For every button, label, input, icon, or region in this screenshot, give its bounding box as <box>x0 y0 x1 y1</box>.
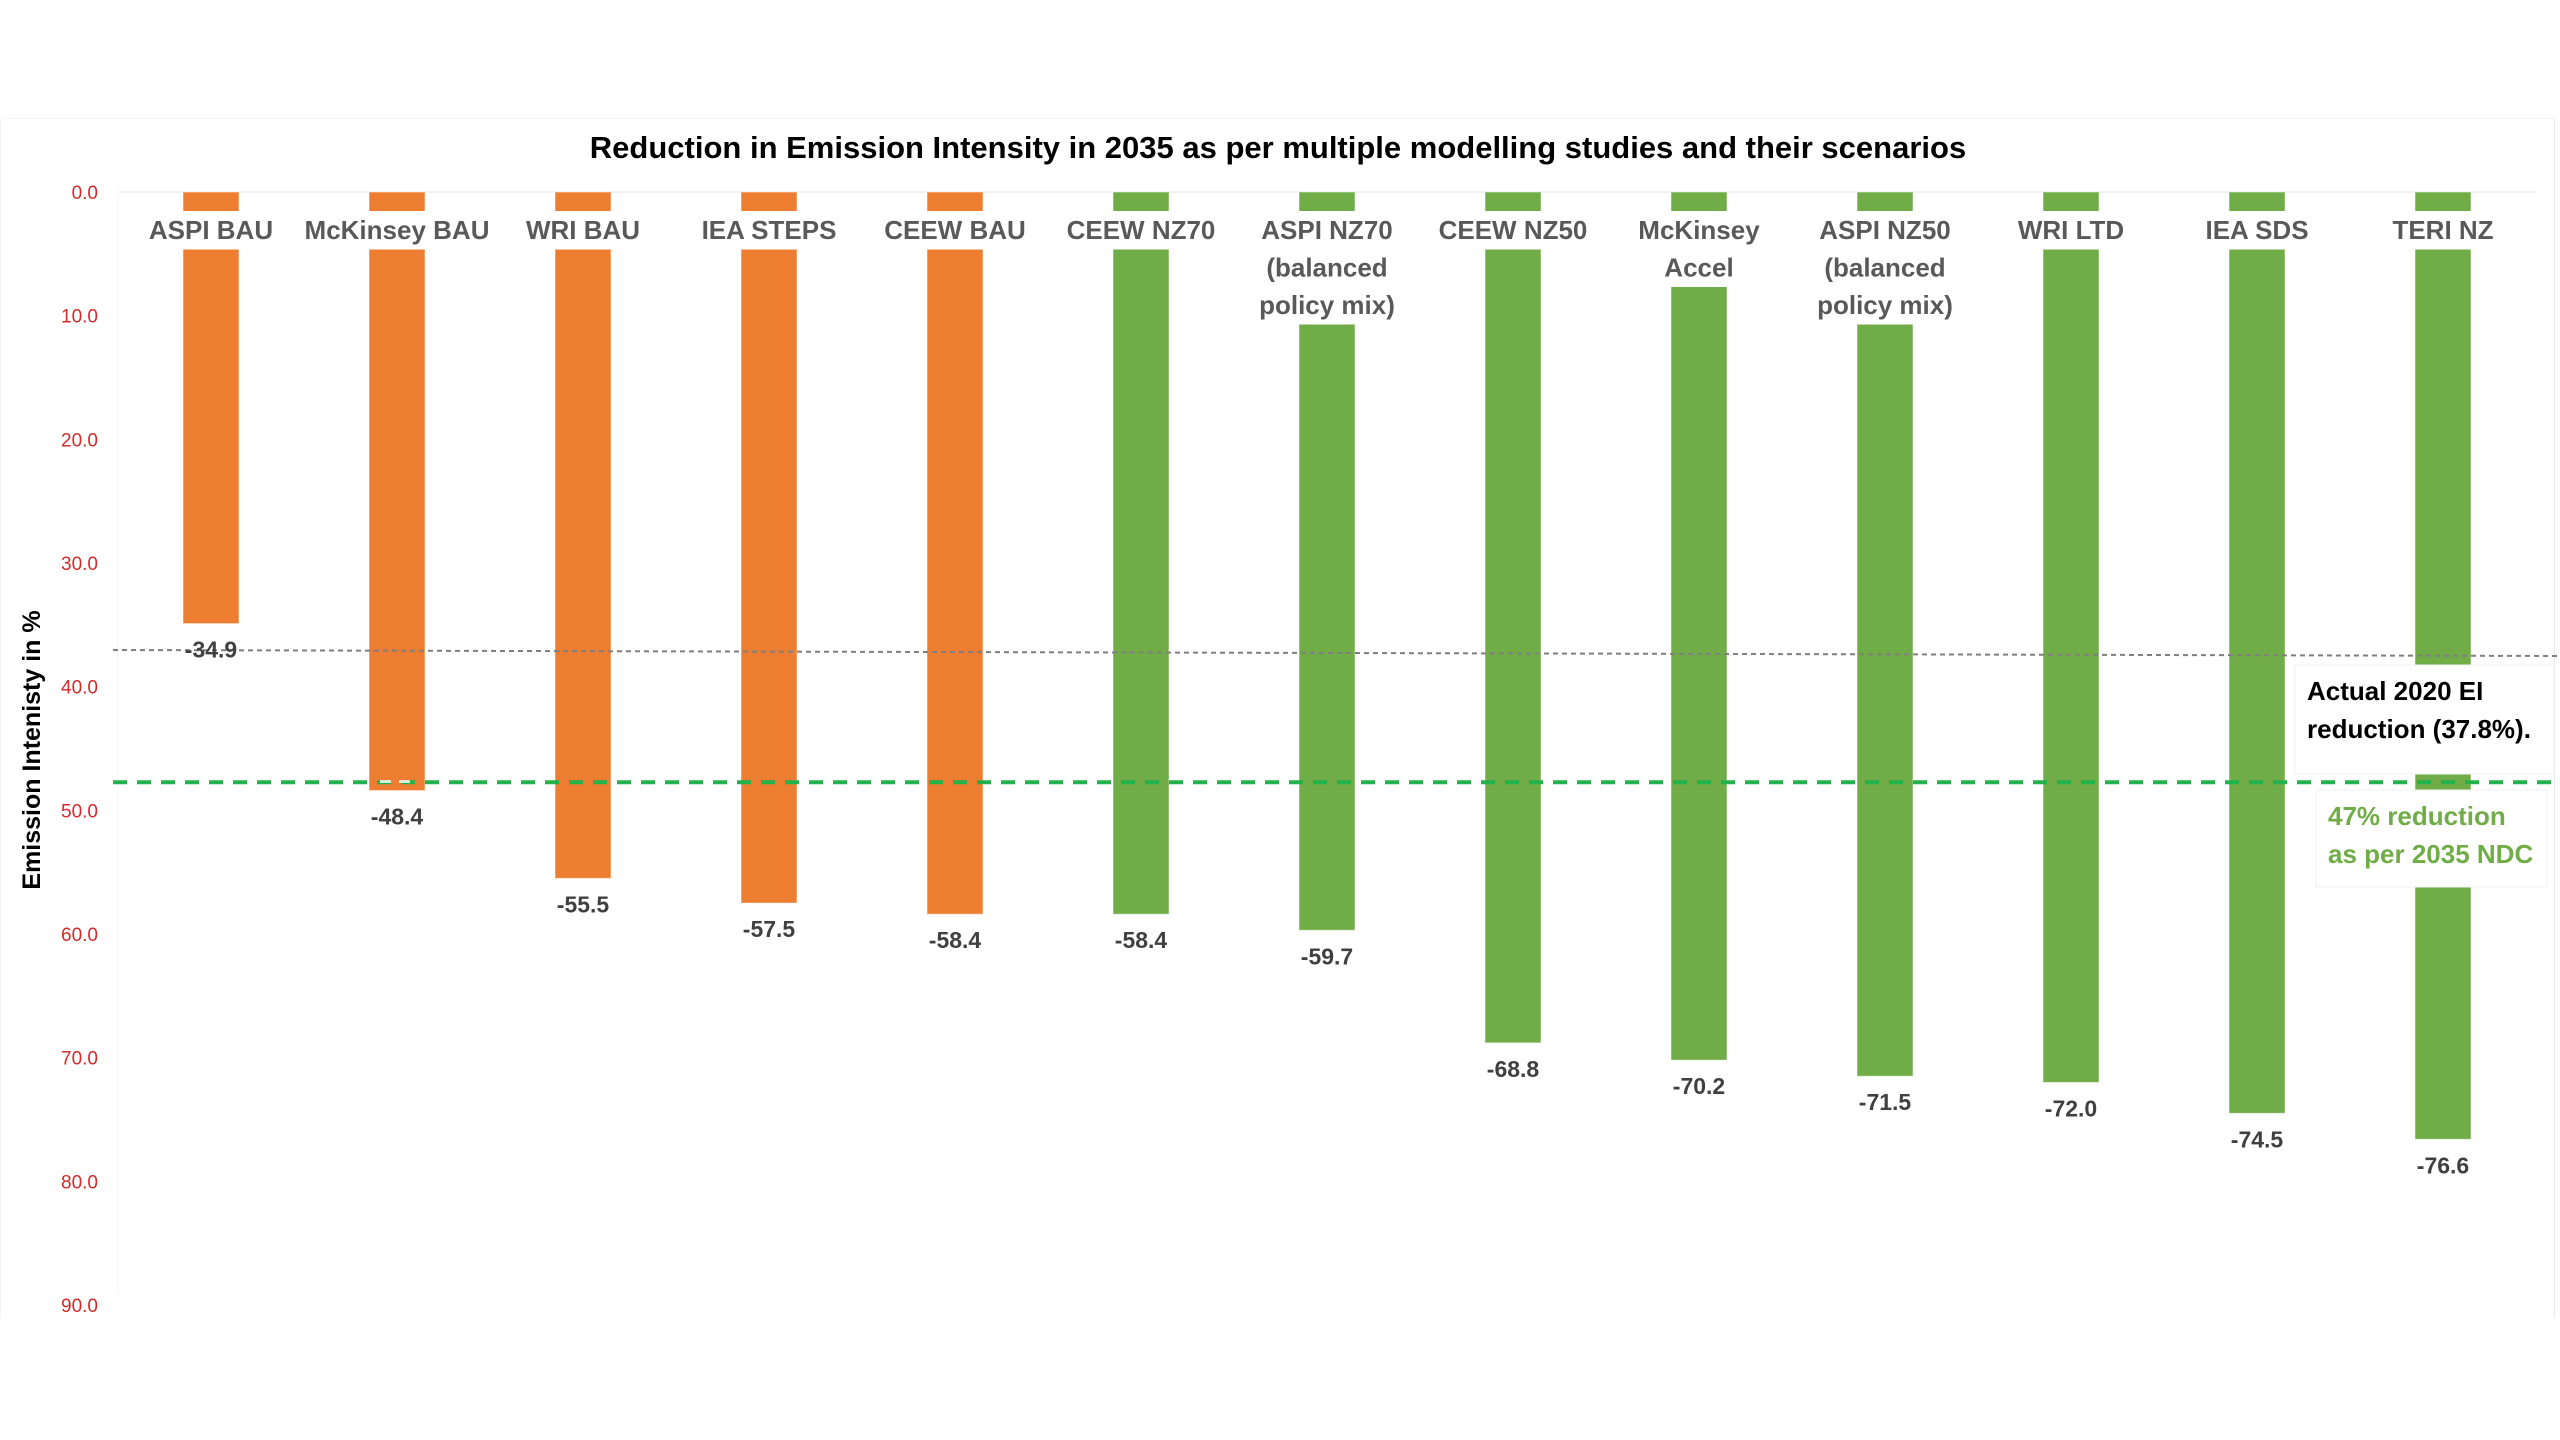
bar-1 <box>368 191 426 792</box>
category-label: ASPI NZ70 <box>1261 215 1393 245</box>
bar-9 <box>1856 191 1914 1077</box>
value-label: -72.0 <box>2045 1095 2097 1121</box>
bar-10 <box>2042 191 2100 1083</box>
category-label: McKinsey BAU <box>305 215 490 245</box>
y-tick-label: 60.0 <box>61 925 98 946</box>
annotations: Actual 2020 EI reduction (37.8%). 47% redu… <box>2294 664 2555 888</box>
y-tick-label: 0.0 <box>72 183 98 204</box>
y-axis-ticks: 0.0 10.0 20.0 30.0 40.0 50.0 60.0 70.0 80.0 90.0 <box>61 183 98 1317</box>
value-label: -55.5 <box>557 891 610 917</box>
category-label: CEEW NZ50 <box>1439 215 1588 245</box>
value-labels: -34.9 -48.4 -55.5 -57.5 -58.4 -58.4 -59.7 -68.8… <box>185 637 2469 1179</box>
category-label: ASPI NZ50 <box>1819 215 1951 245</box>
y-tick-label: 10.0 <box>61 307 98 328</box>
bar-0 <box>182 191 240 625</box>
category-label: ASPI BAU <box>149 215 273 245</box>
category-labels: ASPI BAU McKinsey BAU WRI BAU IEA STEPS CEEW… <box>123 211 2531 325</box>
category-label-bg <box>681 211 857 250</box>
y-tick-label: 30.0 <box>61 554 98 575</box>
value-label: -76.6 <box>2417 1152 2469 1178</box>
bar-4 <box>926 191 984 915</box>
bars <box>117 191 2537 1295</box>
annotation-text-ndc-2035: as per 2035 NDC <box>2328 839 2533 869</box>
value-label: -58.4 <box>1115 927 1168 953</box>
value-label: -57.5 <box>743 916 796 942</box>
bar-8 <box>1670 191 1728 1061</box>
value-label: -71.5 <box>1859 1089 1912 1115</box>
bar-2 <box>554 191 612 879</box>
reference-lines <box>112 649 2560 785</box>
category-label: IEA STEPS <box>702 215 837 245</box>
reference-line-actual-2020 <box>112 649 2560 657</box>
value-label: -48.4 <box>371 804 424 830</box>
category-label-bg <box>309 211 485 250</box>
value-label: -34.9 <box>185 637 237 663</box>
bar-5 <box>1112 191 1170 915</box>
category-label: CEEW NZ70 <box>1067 215 1216 245</box>
category-label-bg <box>495 211 671 250</box>
y-tick-label: 40.0 <box>61 678 98 699</box>
category-label: WRI BAU <box>526 215 640 245</box>
value-label: -59.7 <box>1301 943 1353 969</box>
annotation-box-ndc-2035 <box>2315 789 2548 888</box>
y-tick-label: 80.0 <box>61 1172 98 1193</box>
annotation-text-actual-2020: reduction (37.8%). <box>2307 714 2531 744</box>
chart-title: Reduction in Emission Intensity in 2035 … <box>590 130 1966 165</box>
category-label-bg <box>1053 211 1229 250</box>
bar-dash-highlight <box>380 780 391 783</box>
category-label-bg <box>123 211 299 250</box>
value-label: -74.5 <box>2231 1126 2284 1152</box>
y-tick-label: 20.0 <box>61 430 98 451</box>
category-label: policy mix) <box>1817 290 1953 320</box>
category-label-bg <box>867 211 1043 250</box>
value-label: -58.4 <box>929 927 982 953</box>
category-label: IEA SDS <box>2205 215 2308 245</box>
category-label-bg <box>1425 211 1601 250</box>
category-label: WRI LTD <box>2018 215 2124 245</box>
category-label: TERI NZ <box>2392 215 2493 245</box>
annotation-text-actual-2020: Actual 2020 EI <box>2307 676 2483 706</box>
annotation-text-ndc-2035: 47% reduction <box>2328 801 2506 831</box>
y-axis-label: Emission Intenisty in % <box>18 610 46 889</box>
category-label: McKinsey <box>1638 215 1760 245</box>
bar-7 <box>1484 191 1542 1044</box>
y-tick-label: 70.0 <box>61 1049 98 1070</box>
category-label-bg <box>1983 211 2159 250</box>
annotation-box-actual-2020 <box>2294 664 2555 775</box>
bar-3 <box>740 191 798 904</box>
category-label-bg <box>1611 211 1787 287</box>
category-label: policy mix) <box>1259 290 1395 320</box>
category-label-bg <box>2355 211 2531 250</box>
category-label-bg <box>2169 211 2345 250</box>
category-label: (balanced <box>1266 253 1387 283</box>
category-label: Accel <box>1664 253 1733 283</box>
category-label: (balanced <box>1824 253 1945 283</box>
value-label: -70.2 <box>1673 1073 1725 1099</box>
bar-dash-highlight <box>399 780 410 783</box>
bar-11 <box>2228 191 2286 1114</box>
category-label-bg <box>1239 211 1415 325</box>
y-tick-label: 90.0 <box>61 1296 98 1317</box>
category-label: CEEW BAU <box>884 215 1026 245</box>
y-tick-label: 50.0 <box>61 801 98 822</box>
category-label-bg <box>1797 211 1973 325</box>
value-label: -68.8 <box>1487 1056 1540 1082</box>
